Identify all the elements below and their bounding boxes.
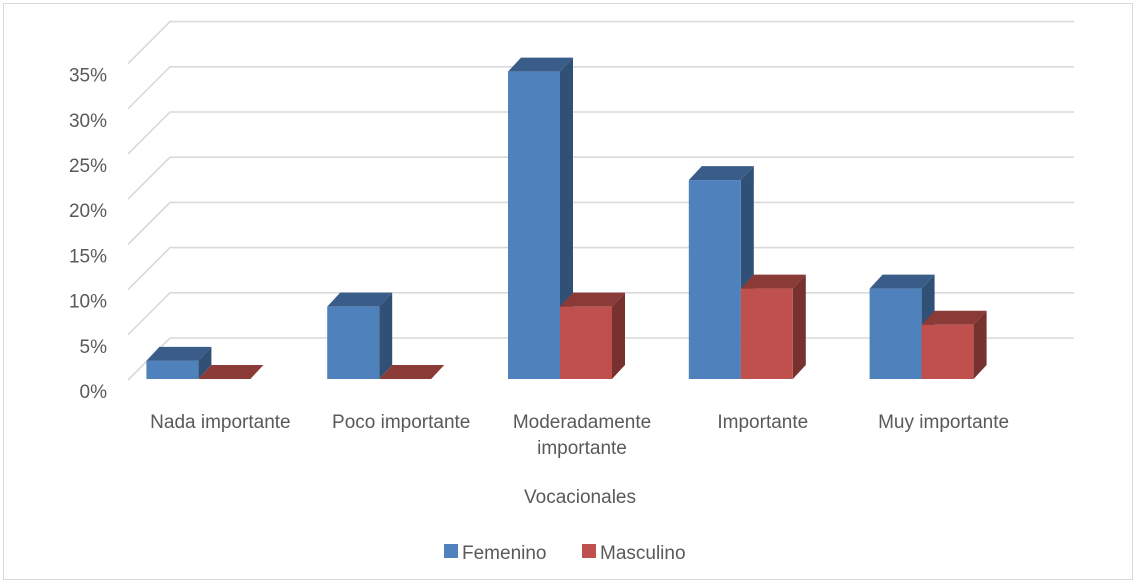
gridline [127,20,1074,65]
legend-swatch [444,544,458,558]
y-tick-label: 35% [69,66,107,87]
gridline [127,156,1074,200]
legend-item-masculino: Masculino [582,543,686,564]
gridline [127,66,1074,110]
x-axis-title: Vocacionales [524,487,636,508]
x-tick-label: Moderadamente [513,412,651,433]
x-tick-label: Poco importante [332,412,470,433]
bar-femenino [508,57,573,379]
legend-item-femenino: Femenino [444,543,547,564]
y-tick-label: 20% [69,201,107,222]
legend-label: Femenino [462,543,547,564]
y-axis-ticks: 0% 5% 10% 15% 20% 25% 30% 35% [69,66,107,403]
bar-masculino [560,292,625,379]
bar-masculino [740,274,806,379]
legend-swatch [582,544,596,558]
legend-label: Masculino [600,543,686,564]
y-tick-label: 30% [69,111,107,132]
legend: Femenino Masculino [444,543,686,564]
y-tick-label: 5% [80,337,108,358]
x-tick-label: importante [537,438,627,459]
x-tick-label: Muy importante [878,412,1009,433]
bar-masculino [379,365,445,380]
bar-femenino [688,166,754,379]
y-tick-label: 10% [69,292,107,313]
y-tick-label: 15% [69,246,107,267]
y-tick-label: 25% [69,156,107,177]
gridline [127,246,1074,291]
x-tick-label: Nada importante [150,412,290,433]
bar-femenino [146,346,212,379]
bar-masculino [198,365,264,380]
gridline [127,111,1074,155]
bars [146,57,987,380]
gridline [127,201,1074,245]
x-axis-categories: Nada importante Poco importante Moderadame… [150,412,1009,459]
y-tick-label: 0% [80,382,108,403]
bar-femenino [327,292,393,379]
x-tick-label: Importante [717,412,808,433]
bar-masculino [921,310,987,379]
